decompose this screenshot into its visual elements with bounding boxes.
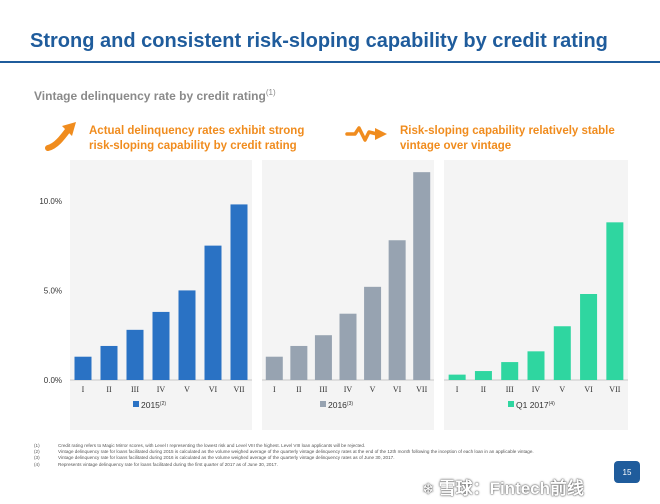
bar-2016-v — [364, 286, 382, 380]
bar-2016-i — [265, 356, 283, 380]
x-tick-label: II — [296, 385, 302, 394]
footnote-2: (2) Vintage delinquency rate for loans fa… — [34, 449, 594, 455]
panel-background-1 — [70, 160, 252, 430]
bar-q1-2017-i — [448, 374, 466, 380]
y-tick-label: 10.0% — [39, 197, 62, 206]
legend-swatch-2 — [320, 401, 326, 407]
x-tick-label: VII — [233, 385, 244, 394]
x-tick-label: VII — [416, 385, 427, 394]
bar-2016-ii — [290, 345, 308, 380]
footnote-text: Vintage delinquency rate for loans facil… — [58, 449, 534, 455]
rising-arrow-icon — [45, 122, 76, 151]
footnote-text: Represents vintage delinquency rate for … — [58, 461, 278, 467]
title-divider — [0, 61, 660, 63]
x-tick-label: VI — [393, 385, 402, 394]
bar-q1-2017-ii — [474, 371, 492, 380]
page-number: 15 — [614, 461, 640, 483]
bar-2016-vi — [388, 240, 406, 380]
footnote-3: (3) Vintage delinquency rate for loans fa… — [34, 455, 594, 461]
legend-label-1: 2015(2) — [141, 400, 166, 410]
legend-footnote-marker: (3) — [347, 401, 353, 407]
bar-2015-v — [178, 290, 196, 380]
x-tick-label: I — [456, 385, 459, 394]
bar-2015-vi — [204, 245, 222, 380]
bar-2016-vii — [413, 172, 431, 380]
x-tick-label: V — [370, 385, 376, 394]
page-title: Strong and consistent risk-sloping capab… — [30, 30, 608, 52]
x-tick-label: IV — [344, 385, 353, 394]
y-tick-label: 5.0% — [44, 286, 62, 295]
bar-q1-2017-iv — [527, 351, 545, 380]
x-tick-label: VII — [609, 385, 620, 394]
panel-background-3 — [444, 160, 628, 430]
x-tick-label: III — [131, 385, 139, 394]
x-tick-label: V — [559, 385, 565, 394]
bar-2015-iv — [152, 311, 170, 380]
watermark-text: 雪球：Fintech前线 — [438, 479, 585, 498]
x-tick-label: II — [106, 385, 112, 394]
x-tick-label: I — [273, 385, 276, 394]
bar-q1-2017-v — [553, 326, 571, 380]
x-tick-label: III — [319, 385, 327, 394]
footnote-number: (2) — [34, 449, 40, 455]
callout-stable-vintage: Risk-sloping capability relatively stabl… — [400, 125, 615, 152]
footnote-number: (1) — [34, 443, 40, 448]
bar-2015-ii — [100, 345, 118, 380]
snowball-logo-icon: ❄ — [422, 481, 435, 498]
legend-label-3: Q1 2017(4) — [516, 400, 555, 410]
legend-label-2: 2016(3) — [328, 400, 353, 410]
subtitle-footnote-marker: (1) — [265, 88, 276, 97]
x-tick-label: III — [506, 385, 514, 394]
footnote-text: Vintage delinquency rate for loans facil… — [58, 455, 395, 461]
bar-2015-iii — [126, 329, 144, 380]
y-tick-label: 0.0% — [44, 376, 62, 385]
squiggle-arrow-icon — [345, 126, 387, 142]
bar-q1-2017-vi — [580, 294, 598, 380]
legend-swatch-1 — [133, 401, 139, 407]
x-tick-label: II — [481, 385, 487, 394]
chart-subtitle: Vintage delinquency rate by credit ratin… — [34, 88, 276, 103]
x-tick-label: I — [82, 385, 85, 394]
bar-2016-iii — [314, 335, 332, 380]
footnote-text: Credit rating refers to Magic Mirror sco… — [58, 443, 366, 448]
footnotes: (1) Credit rating refers to Magic Mirror … — [34, 443, 594, 468]
footnote-1: (1) Credit rating refers to Magic Mirror … — [34, 443, 594, 449]
x-tick-label: VI — [584, 385, 593, 394]
x-tick-label: V — [184, 385, 190, 394]
footnote-number: (4) — [34, 461, 40, 467]
x-tick-label: IV — [532, 385, 541, 394]
watermark: ❄ 雪球：Fintech前线 — [422, 474, 584, 499]
legend-footnote-marker: (2) — [160, 401, 166, 407]
legend-footnote-marker: (4) — [549, 401, 555, 407]
legend-swatch-3 — [508, 401, 514, 407]
bar-2016-iv — [339, 313, 357, 380]
bar-2015-vii — [230, 204, 248, 380]
bar-q1-2017-vii — [606, 222, 624, 380]
bar-2015-i — [74, 356, 92, 380]
x-tick-label: VI — [209, 385, 218, 394]
footnote-4: (4) Represents vintage delinquency rate f… — [34, 462, 594, 468]
bar-q1-2017-iii — [501, 362, 519, 380]
footnote-number: (3) — [34, 455, 40, 461]
subtitle-text: Vintage delinquency rate by credit ratin… — [34, 89, 266, 103]
callout-risk-sloping: Actual delinquency rates exhibit strong … — [89, 125, 305, 152]
x-tick-label: IV — [157, 385, 166, 394]
